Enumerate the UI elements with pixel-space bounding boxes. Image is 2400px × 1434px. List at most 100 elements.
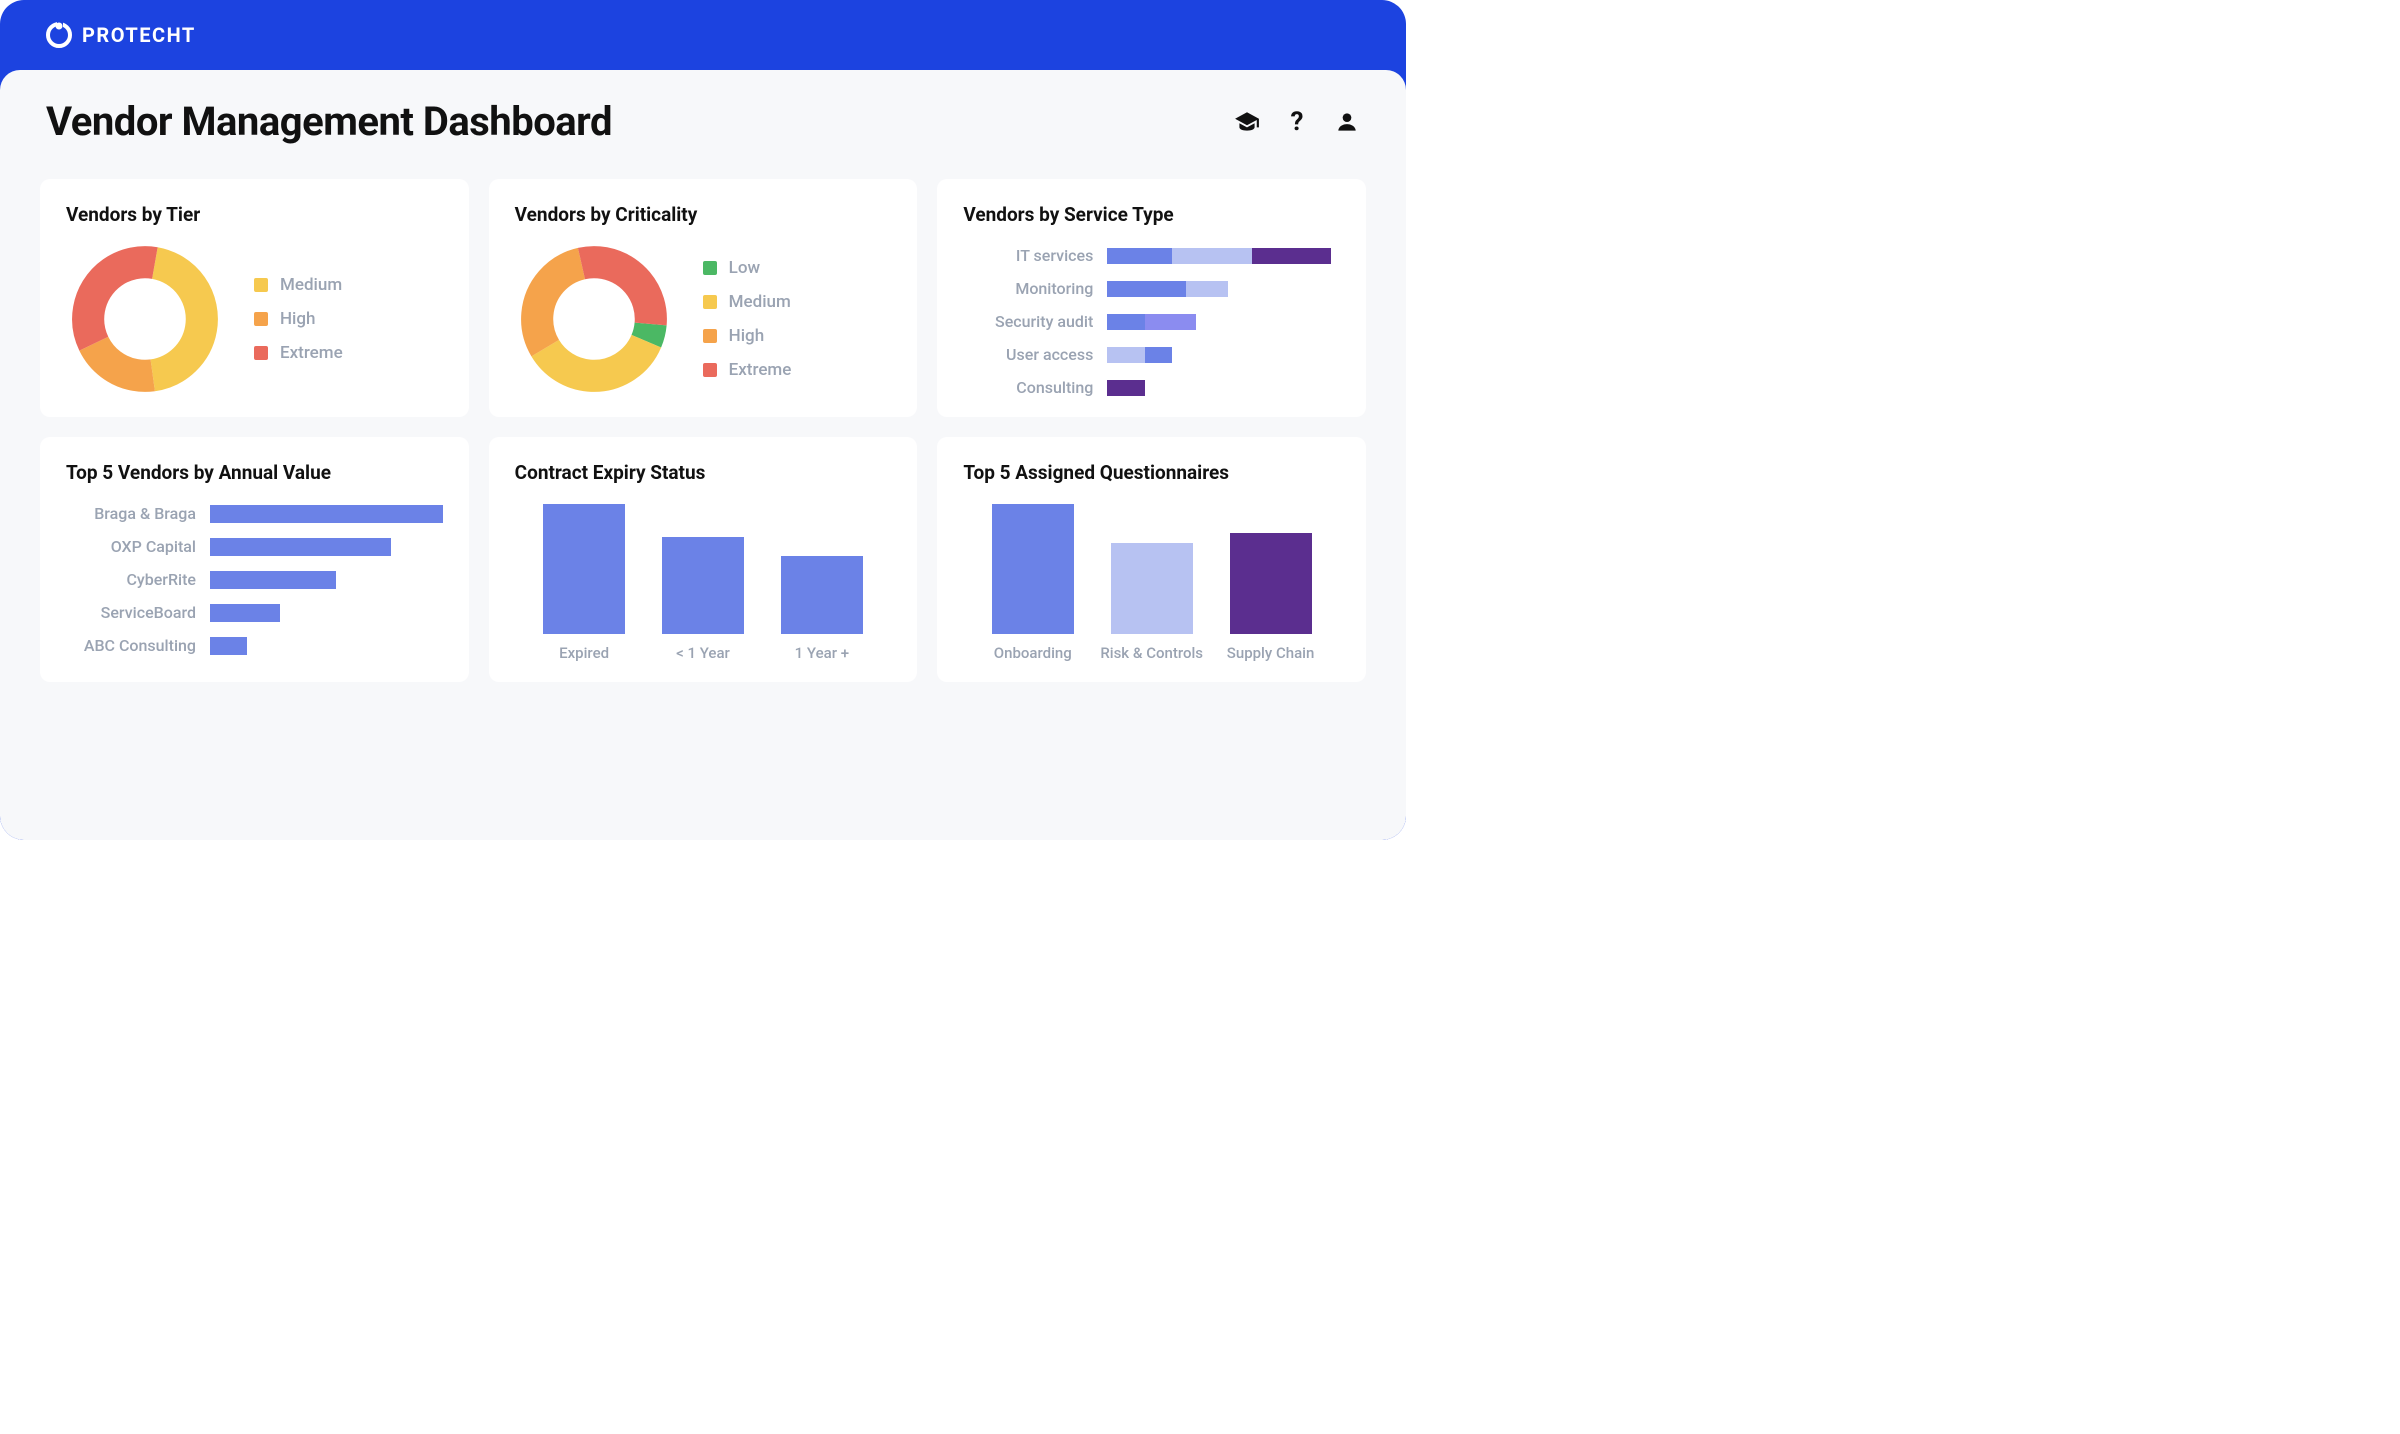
hbar-row: ServiceBoard bbox=[66, 603, 443, 622]
card-vendors-by-criticality: Vendors by Criticality Low Medium High Extr… bbox=[489, 179, 918, 417]
vbar-label: Supply Chain bbox=[1227, 644, 1315, 662]
vbar-bar bbox=[781, 556, 863, 634]
card-title: Vendors by Service Type bbox=[963, 203, 1340, 226]
legend-label: High bbox=[280, 309, 315, 329]
vbar-bar bbox=[992, 504, 1074, 634]
hbar-track bbox=[1107, 314, 1340, 330]
legend-label: Low bbox=[729, 258, 760, 278]
top-bar: PROTECHT bbox=[0, 0, 1406, 70]
hbar-row: Consulting bbox=[963, 378, 1340, 397]
vbar-label: Risk & Controls bbox=[1100, 644, 1203, 662]
hbar-label: Consulting bbox=[963, 378, 1093, 397]
vbar-label: < 1 Year bbox=[676, 644, 730, 662]
vbar-column: Onboarding bbox=[973, 504, 1092, 662]
hbar-chart: Braga & Braga OXP Capital CyberRite Service… bbox=[66, 502, 443, 655]
content-panel: Vendor Management Dashboard ? bbox=[0, 70, 1406, 840]
legend-item: High bbox=[254, 309, 343, 329]
hbar-row: CyberRite bbox=[66, 570, 443, 589]
brand-logo-mark bbox=[46, 22, 72, 48]
hbar-segment bbox=[1107, 314, 1144, 330]
vbar-column: Risk & Controls bbox=[1092, 543, 1211, 662]
brand-name: PROTECHT bbox=[82, 23, 196, 47]
legend-item: High bbox=[703, 326, 792, 346]
hbar-label: OXP Capital bbox=[66, 537, 196, 556]
legend-label: Extreme bbox=[280, 343, 343, 363]
legend-item: Medium bbox=[703, 292, 792, 312]
legend-item: Extreme bbox=[254, 343, 343, 363]
hbar-segment bbox=[1145, 347, 1173, 363]
hbar-label: Braga & Braga bbox=[66, 504, 196, 523]
card-title: Vendors by Tier bbox=[66, 203, 443, 226]
vbar-label: Onboarding bbox=[994, 644, 1072, 662]
legend-label: High bbox=[729, 326, 764, 346]
vbar-bar bbox=[662, 537, 744, 635]
hbar-segment bbox=[210, 505, 443, 523]
user-icon[interactable] bbox=[1334, 109, 1360, 135]
hbar-segment bbox=[210, 571, 336, 589]
legend-label: Medium bbox=[280, 275, 342, 295]
legend-label: Extreme bbox=[729, 360, 792, 380]
hbar-track bbox=[210, 505, 443, 523]
hbar-segment bbox=[1145, 314, 1196, 330]
card-title: Contract Expiry Status bbox=[515, 461, 892, 484]
page-title: Vendor Management Dashboard bbox=[46, 98, 612, 145]
hbar-track bbox=[210, 637, 443, 655]
hbar-label: Monitoring bbox=[963, 279, 1093, 298]
donut-chart-tier bbox=[70, 244, 220, 394]
legend-item: Extreme bbox=[703, 360, 792, 380]
legend-swatch bbox=[703, 295, 717, 309]
hbar-row: IT services bbox=[963, 246, 1340, 265]
legend-swatch bbox=[703, 363, 717, 377]
legend-swatch bbox=[703, 329, 717, 343]
donut-chart-criticality bbox=[519, 244, 669, 394]
card-top5-questionnaires: Top 5 Assigned Questionnaires Onboarding… bbox=[937, 437, 1366, 682]
brand-logo: PROTECHT bbox=[46, 22, 196, 48]
hbar-row: Braga & Braga bbox=[66, 504, 443, 523]
card-top5-vendors-value: Top 5 Vendors by Annual Value Braga & Br… bbox=[40, 437, 469, 682]
vbar-label: Expired bbox=[559, 644, 609, 662]
legend: Low Medium High Extreme bbox=[703, 258, 792, 380]
hbar-label: CyberRite bbox=[66, 570, 196, 589]
legend-swatch bbox=[254, 346, 268, 360]
vbar-label: 1 Year + bbox=[795, 644, 849, 662]
hbar-segment bbox=[210, 604, 280, 622]
hbar-track bbox=[1107, 347, 1340, 363]
hbar-row: Monitoring bbox=[963, 279, 1340, 298]
vbar-chart: Expired < 1 Year 1 Year + bbox=[515, 502, 892, 662]
hbar-row: ABC Consulting bbox=[66, 636, 443, 655]
legend-swatch bbox=[254, 278, 268, 292]
page-header: Vendor Management Dashboard ? bbox=[40, 98, 1366, 145]
hbar-segment bbox=[1172, 248, 1251, 264]
vbar-bar bbox=[543, 504, 625, 634]
hbar-track bbox=[210, 538, 443, 556]
legend-item: Medium bbox=[254, 275, 343, 295]
hbar-segment bbox=[210, 538, 391, 556]
hbar-row: Security audit bbox=[963, 312, 1340, 331]
vbar-bar bbox=[1230, 533, 1312, 634]
hbar-segment bbox=[1107, 380, 1144, 396]
hbar-chart: IT servicesMonitoringSecurity auditUser … bbox=[963, 244, 1340, 397]
hbar-segment bbox=[1107, 248, 1172, 264]
legend-label: Medium bbox=[729, 292, 791, 312]
vbar-bar bbox=[1111, 543, 1193, 634]
card-contract-expiry: Contract Expiry Status Expired < 1 Year 1 … bbox=[489, 437, 918, 682]
hbar-segment bbox=[1186, 281, 1228, 297]
legend-swatch bbox=[703, 261, 717, 275]
hbar-label: Security audit bbox=[963, 312, 1093, 331]
hbar-row: OXP Capital bbox=[66, 537, 443, 556]
legend: Medium High Extreme bbox=[254, 275, 343, 363]
hbar-track bbox=[1107, 248, 1340, 264]
hbar-label: ServiceBoard bbox=[66, 603, 196, 622]
card-title: Vendors by Criticality bbox=[515, 203, 892, 226]
card-title: Top 5 Assigned Questionnaires bbox=[963, 461, 1340, 484]
hbar-track bbox=[210, 604, 443, 622]
legend-item: Low bbox=[703, 258, 792, 278]
card-grid: Vendors by Tier Medium High Extreme Vendor… bbox=[40, 179, 1366, 682]
hbar-segment bbox=[1107, 347, 1144, 363]
vbar-column: < 1 Year bbox=[644, 537, 763, 663]
vbar-column: Expired bbox=[525, 504, 644, 662]
hbar-label: ABC Consulting bbox=[66, 636, 196, 655]
help-icon[interactable]: ? bbox=[1284, 109, 1310, 135]
vbar-chart: Onboarding Risk & Controls Supply Chain bbox=[963, 502, 1340, 662]
academy-icon[interactable] bbox=[1234, 109, 1260, 135]
